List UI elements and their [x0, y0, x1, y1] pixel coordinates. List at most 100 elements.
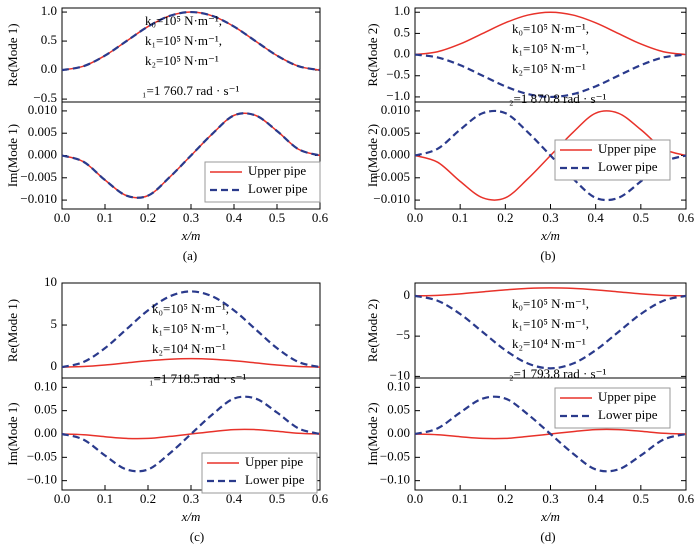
legend-label: Upper pipe	[248, 163, 306, 178]
legend-label: Lower pipe	[248, 181, 308, 196]
x-tick-label: 0.1	[452, 491, 468, 506]
caption: (b)	[540, 248, 555, 263]
legend-label: Upper pipe	[245, 454, 303, 469]
series-line	[414, 109, 687, 202]
legend-box	[554, 387, 671, 429]
y-tick-label: 0.0	[41, 61, 57, 76]
y-tick-label: 0.00	[387, 425, 410, 440]
y-tick-label: −0.5	[386, 67, 410, 82]
annotation: k₂=10⁴ N·m⁻¹	[152, 341, 226, 356]
y-axis-label: Re(Mode 2)	[365, 299, 380, 362]
x-tick-label: 0.6	[678, 491, 695, 506]
y-tick-label: 0.00	[34, 425, 57, 440]
y-axis-label: Re(Mode 1)	[5, 299, 20, 362]
y-tick-label: −5	[396, 327, 410, 342]
series-line	[414, 53, 687, 99]
x-tick-label: 0.2	[140, 210, 156, 225]
x-tick-label: 0.0	[54, 491, 70, 506]
legend-box	[554, 139, 671, 181]
y-tick-label: 10	[44, 274, 57, 289]
series-line	[61, 428, 321, 440]
y-tick-label: 0.10	[34, 378, 57, 393]
series-line	[61, 395, 321, 473]
x-tick-label: 0.4	[226, 210, 243, 225]
y-tick-label: −0.005	[20, 169, 57, 184]
y-tick-label: 5	[51, 316, 58, 331]
y-tick-label: 0.010	[28, 102, 57, 117]
x-tick-label: 0.5	[633, 491, 649, 506]
series-line	[414, 395, 687, 473]
annotation: ₂=1 793.8 rad · s⁻¹	[509, 366, 606, 381]
y-tick-label: −1.0	[386, 88, 410, 103]
x-tick-label: 0.3	[542, 491, 558, 506]
x-tick-label: 0.5	[269, 210, 285, 225]
x-tick-label: 0.1	[97, 210, 113, 225]
annotation: k₁=10⁵ N·m⁻¹,	[512, 41, 589, 56]
y-tick-label: −0.10	[27, 472, 57, 487]
x-tick-label: 0.3	[183, 210, 199, 225]
y-axis-label: Im(Mode 1)	[5, 402, 20, 465]
y-tick-label: 0.000	[28, 146, 57, 161]
y-tick-label: −0.010	[373, 191, 410, 206]
annotation: k₁=10⁵ N·m⁻¹,	[152, 321, 229, 336]
y-tick-label: −0.010	[20, 191, 57, 206]
y-tick-label: −0.05	[380, 448, 410, 463]
annotation: k₁=10⁵ N·m⁻¹,	[145, 33, 222, 48]
x-tick-label: 0.2	[497, 210, 513, 225]
y-tick-label: 0.0	[394, 46, 410, 61]
y-tick-label: 0.05	[387, 402, 410, 417]
series-line	[61, 10, 321, 72]
x-tick-label: 0.4	[588, 210, 605, 225]
y-tick-label: 0.5	[41, 32, 57, 47]
x-tick-label: 0.6	[312, 210, 329, 225]
annotation: ₁=1 760.7 rad · s⁻¹	[142, 83, 239, 98]
x-axis-label: x/m	[540, 509, 560, 524]
caption: (c)	[190, 529, 204, 544]
caption: (d)	[540, 529, 555, 544]
annotation: k₀=10⁵ N·m⁻¹,	[145, 13, 222, 28]
y-tick-label: −0.05	[27, 448, 57, 463]
x-tick-label: 0.4	[226, 491, 243, 506]
series-line	[414, 294, 687, 370]
y-axis-label: Im(Mode 2)	[365, 402, 380, 465]
legend-box	[201, 452, 318, 494]
x-tick-label: 0.5	[269, 491, 285, 506]
x-tick-label: 0.0	[407, 491, 423, 506]
series-line	[414, 11, 687, 56]
y-tick-label: 1.0	[41, 3, 57, 18]
series-line	[414, 287, 687, 297]
y-axis-label: Im(Mode 1)	[5, 124, 20, 187]
y-tick-label: 0	[404, 287, 411, 302]
annotation: k₁=10⁵ N·m⁻¹,	[512, 316, 589, 331]
y-axis-label: Re(Mode 1)	[5, 23, 20, 86]
legend-label: Lower pipe	[598, 159, 658, 174]
y-tick-label: 0.005	[381, 124, 410, 139]
y-tick-label: 0.010	[381, 102, 410, 117]
legend-label: Lower pipe	[598, 407, 658, 422]
annotation: k₀=10⁵ N·m⁻¹,	[512, 296, 589, 311]
annotation: k₀=10⁵ N·m⁻¹,	[152, 301, 229, 316]
x-tick-label: 0.2	[497, 491, 513, 506]
y-tick-label: 0.005	[28, 124, 57, 139]
y-tick-label: 0.5	[394, 24, 410, 39]
x-tick-label: 0.0	[54, 210, 70, 225]
x-axis-label: x/m	[181, 228, 201, 243]
x-tick-label: 0.3	[542, 210, 558, 225]
x-tick-label: 0.4	[588, 491, 605, 506]
series-line	[61, 290, 321, 369]
annotation: k₀=10⁵ N·m⁻¹,	[512, 21, 589, 36]
x-tick-label: 0.6	[312, 491, 329, 506]
y-tick-label: 1.0	[394, 3, 410, 18]
x-tick-label: 0.6	[678, 210, 695, 225]
y-tick-label: −10	[390, 367, 410, 382]
y-tick-label: −0.5	[33, 90, 57, 105]
legend-label: Upper pipe	[598, 389, 656, 404]
legend-box	[204, 161, 321, 203]
y-tick-label: 0.000	[381, 146, 410, 161]
caption: (a)	[183, 248, 197, 263]
y-tick-label: 0.05	[34, 402, 57, 417]
y-tick-label: −0.005	[373, 169, 410, 184]
series-line	[61, 357, 321, 368]
x-tick-label: 0.0	[407, 210, 423, 225]
x-tick-label: 0.2	[140, 491, 156, 506]
